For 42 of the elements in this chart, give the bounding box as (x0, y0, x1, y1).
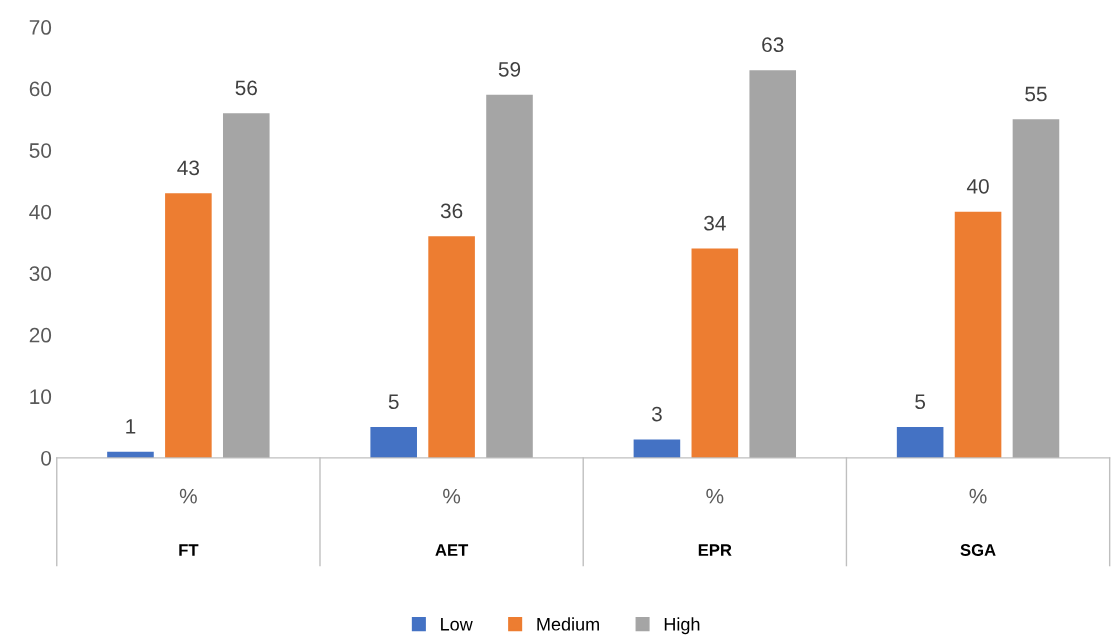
bar (486, 94, 533, 458)
bar (428, 236, 475, 458)
y-tick-label: 50 (29, 143, 52, 158)
bar (370, 427, 417, 458)
data-label: 34 (704, 215, 726, 231)
x-tick-label: EPR (698, 544, 732, 556)
y-tick-label: 60 (29, 81, 52, 97)
data-label: 59 (498, 61, 521, 77)
text: % (179, 488, 197, 504)
bar (633, 439, 681, 458)
legend-label: High (664, 617, 700, 635)
y-tick-label: 10 (30, 389, 52, 405)
data-label: 36 (440, 203, 463, 219)
data-label: 5 (915, 394, 926, 410)
y-tick-label: 30 (29, 266, 52, 281)
bar (896, 427, 944, 458)
data-label: 3 (651, 406, 662, 422)
data-label: 63 (762, 37, 784, 53)
data-label: 43 (177, 160, 200, 176)
text: % (443, 488, 461, 504)
bar (691, 248, 739, 458)
legend-label: Low (441, 618, 473, 631)
y-tick-label: 70 (29, 20, 52, 35)
legend-label: Medium (537, 617, 599, 631)
bar (165, 193, 212, 458)
bar (1012, 119, 1060, 458)
y-tick-label: 20 (29, 327, 52, 343)
x-tick-label: SGA (960, 544, 996, 556)
data-label: 56 (235, 80, 257, 96)
bar (749, 70, 797, 458)
data-label: 40 (966, 178, 989, 194)
x-tick-label: AET (435, 544, 469, 556)
y-tick-label: 40 (29, 204, 52, 220)
text: % (969, 488, 987, 504)
bar (222, 113, 270, 458)
data-label: 5 (388, 394, 399, 410)
text: % (706, 488, 724, 504)
x-tick-label: FT (179, 544, 199, 556)
data-label: 1 (126, 419, 136, 434)
y-tick-label: 0 (41, 450, 52, 466)
data-label: 55 (1025, 86, 1047, 102)
bar (954, 211, 1002, 458)
